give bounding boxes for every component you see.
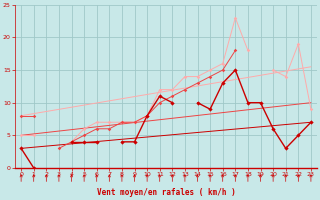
X-axis label: Vent moyen/en rafales ( km/h ): Vent moyen/en rafales ( km/h ) <box>97 188 236 197</box>
